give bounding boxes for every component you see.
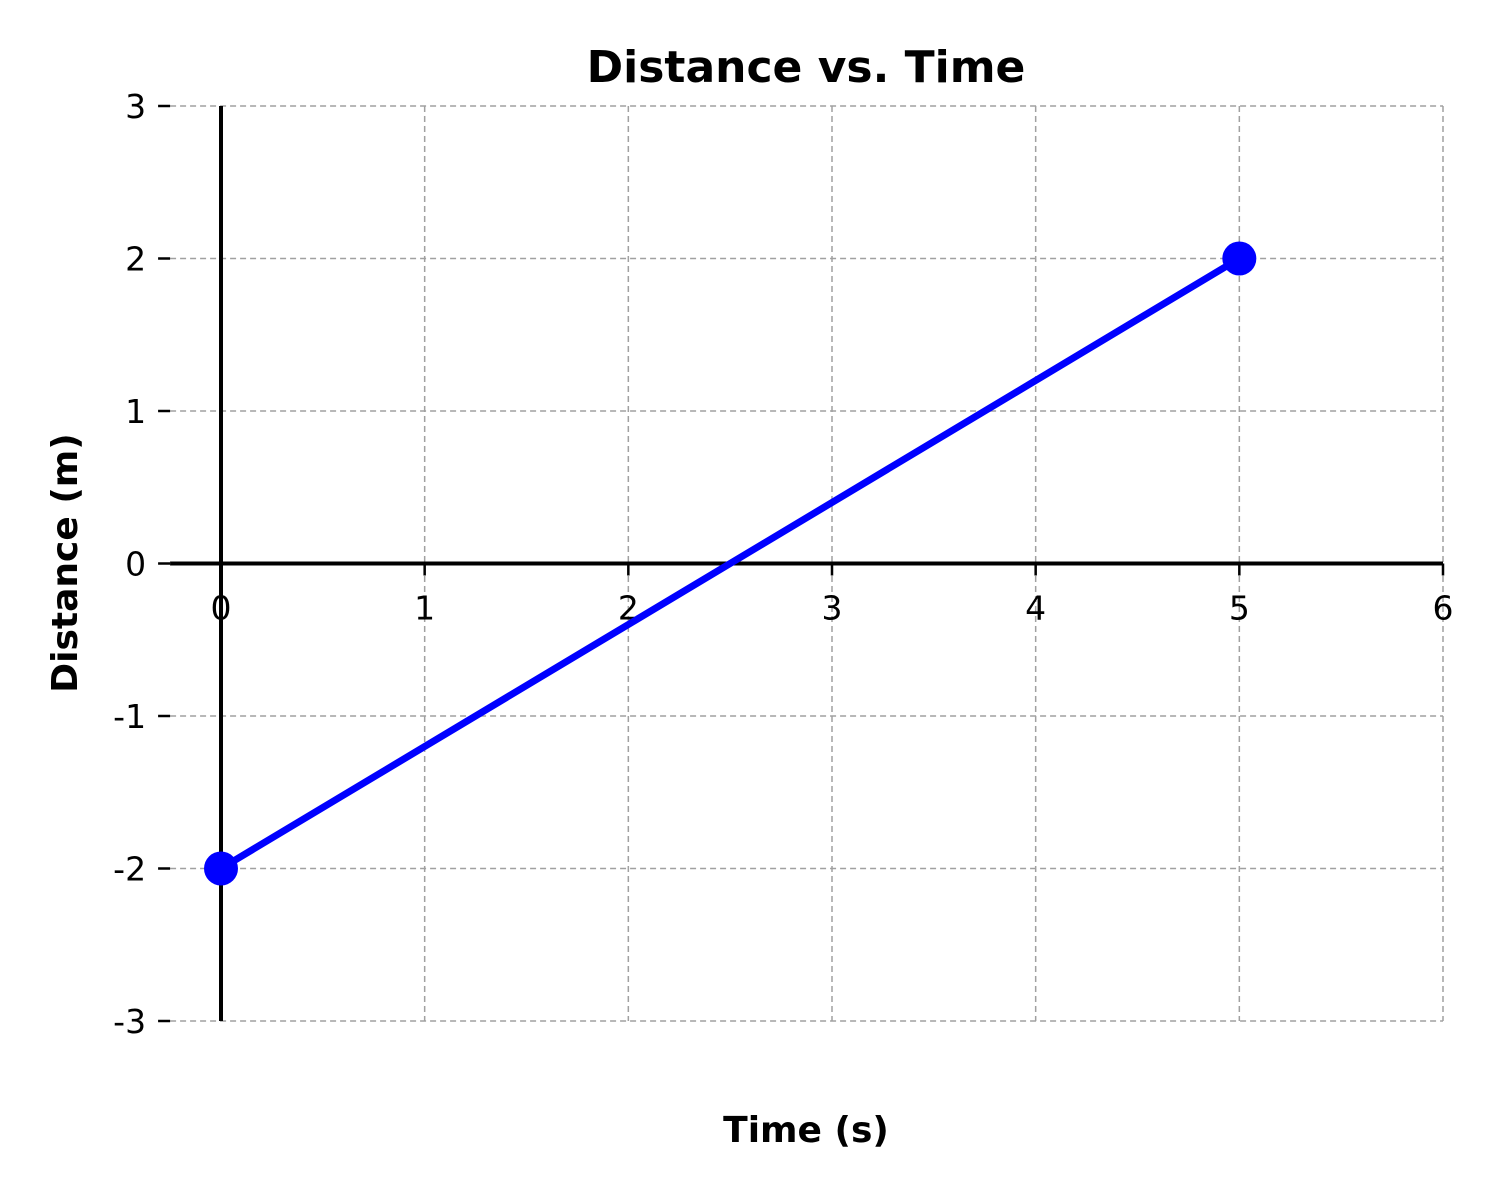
y-tick-label: 2 bbox=[125, 240, 146, 279]
y-tick-label: 3 bbox=[125, 87, 146, 126]
series bbox=[204, 241, 1257, 886]
y-tick-label: -3 bbox=[113, 1002, 146, 1041]
x-tick-label: 1 bbox=[414, 589, 435, 628]
chart-title: Distance vs. Time bbox=[587, 42, 1026, 93]
y-tick-label: -1 bbox=[113, 697, 146, 736]
data-point bbox=[204, 851, 238, 886]
x-tick-label: 3 bbox=[822, 589, 843, 628]
y-axis-label: Distance (m) bbox=[45, 433, 86, 693]
x-tick-label: 0 bbox=[211, 589, 232, 628]
x-tick-label: 5 bbox=[1229, 589, 1250, 628]
axes bbox=[170, 106, 1443, 1021]
data-point bbox=[1222, 241, 1257, 276]
y-tick-label: -2 bbox=[113, 850, 146, 889]
y-tick-label: 1 bbox=[125, 392, 146, 431]
x-tick-label: 6 bbox=[1433, 589, 1454, 628]
x-axis-label: Time (s) bbox=[723, 1110, 889, 1151]
y-tick-label: 0 bbox=[125, 545, 146, 584]
grid bbox=[170, 105, 1444, 1022]
x-tick-label: 4 bbox=[1025, 589, 1046, 628]
series-line bbox=[217, 255, 1243, 872]
